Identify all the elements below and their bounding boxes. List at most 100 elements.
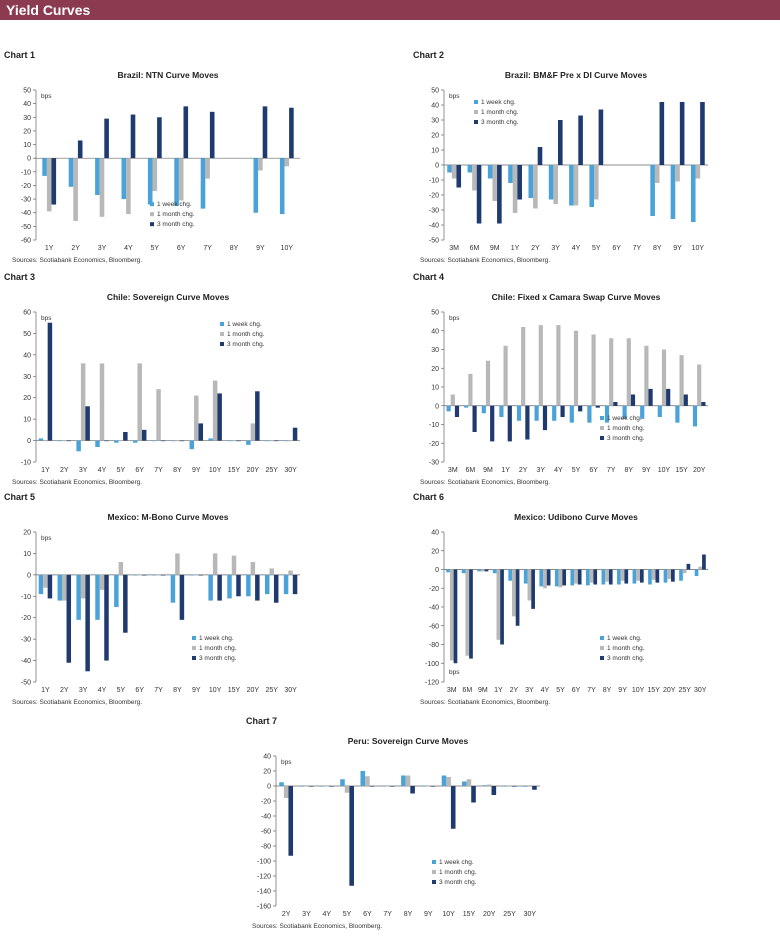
- legend-swatch: [150, 222, 154, 227]
- bar-4-s2-9y: [644, 345, 649, 406]
- bar-5-s3-10y: [217, 574, 222, 601]
- bar-3-s1-9y: [189, 440, 195, 450]
- y-tick-label: -120: [257, 874, 271, 881]
- x-tick-label: 3Y: [98, 245, 107, 252]
- bar-7-s2-4y: [324, 786, 330, 787]
- bar-3-s1-3y: [76, 440, 81, 452]
- bar-2-s3-6m: [476, 165, 482, 224]
- x-tick-label: 4Y: [322, 911, 331, 918]
- bar-5-s3-8y: [179, 574, 185, 620]
- x-tick-label: 5Y: [556, 687, 565, 694]
- legend-label: 1 week chg.: [481, 99, 516, 106]
- x-tick-label: 7Y: [154, 467, 163, 474]
- bar-5-s2-5y: [118, 562, 124, 575]
- bar-7-s1-8y: [401, 775, 406, 786]
- bar-2-s1-6m: [467, 165, 473, 173]
- x-tick-label: 5Y: [592, 245, 601, 252]
- y-tick-label: 10: [431, 385, 439, 392]
- bar-5-s1-4y: [95, 574, 100, 620]
- x-tick-label: 7Y: [203, 245, 212, 252]
- y-tick-label: -30: [21, 197, 31, 204]
- bar-6-s2-20y: [667, 569, 672, 579]
- chart-svg: Chile: Sovereign Curve Moves 60 50 40 30 20 10…: [12, 292, 300, 486]
- y-tick-label: 50: [23, 88, 31, 95]
- y-tick-label: -30: [21, 637, 31, 644]
- legend-swatch: [474, 120, 478, 124]
- y-tick-label: 40: [23, 352, 31, 359]
- chart-3-label: Chart 3: [4, 272, 36, 282]
- x-tick-label: 3Y: [79, 687, 88, 694]
- bar-2-s1-3y: [548, 165, 554, 200]
- bar-4-s1-6m: [464, 405, 469, 408]
- bar-3-s2-9y: [194, 395, 199, 441]
- bar-2-s3-9m: [497, 165, 502, 224]
- bar-6-s2-4y: [543, 569, 547, 589]
- x-tick-label: 4Y: [124, 245, 133, 252]
- bar-5-s1-1y: [38, 574, 44, 595]
- bar-7-s3-8y: [410, 786, 415, 794]
- bar-4-s3-6m: [472, 405, 477, 432]
- bar-2-s1-9m: [487, 165, 493, 179]
- x-tick-label: 4Y: [554, 467, 563, 474]
- bar-2-s1-8y: [650, 165, 655, 216]
- bar-7-s2-9y: [426, 786, 431, 787]
- legend-swatch: [432, 870, 436, 874]
- bar-7-s1-25y: [502, 786, 508, 787]
- bar-2-s1-1y: [508, 165, 513, 183]
- bar-4-s2-15y: [679, 355, 684, 406]
- x-tick-label: 3Y: [537, 467, 546, 474]
- bar-3-s1-20y: [246, 440, 251, 445]
- x-tick-label: 20Y: [483, 911, 496, 918]
- bar-4-s3-3m: [454, 405, 460, 417]
- bar-2-s2-2y: [533, 165, 538, 209]
- bar-5-s3-15y: [236, 574, 241, 597]
- bar-4-s1-8y: [622, 405, 627, 419]
- bar-5-s2-10y: [212, 553, 218, 575]
- x-tick-label: 1Y: [45, 245, 54, 252]
- y-tick-label: -160: [257, 904, 271, 911]
- legend-label: 1 month chg.: [607, 645, 645, 652]
- x-tick-label: 9Y: [192, 687, 201, 694]
- x-tick-label: 6Y: [135, 687, 144, 694]
- x-tick-label: 8Y: [603, 687, 612, 694]
- bar-2-s2-9m: [492, 165, 498, 201]
- chart-svg: Mexico: M-Bono Curve Moves 20 10 0 -10 -20 -30…: [12, 512, 300, 706]
- bar-1-s1-9y: [253, 158, 259, 213]
- bar-3-s3-6y: [141, 429, 147, 441]
- x-tick-label: 6Y: [612, 245, 621, 252]
- bar-3-s2-2y: [62, 440, 67, 442]
- y-tick-label: 20: [431, 366, 439, 373]
- y-tick-label: 30: [431, 347, 439, 354]
- bar-1-s3-4y: [130, 114, 136, 159]
- bar-1-s3-2y: [77, 140, 83, 159]
- x-tick-label: 6Y: [135, 467, 144, 474]
- bar-5-s2-25y: [269, 568, 274, 575]
- bar-3-s2-1y: [43, 440, 48, 442]
- source-note: Sources: Scotiabank Economics, Bloomberg…: [420, 699, 550, 706]
- bar-6-s3-9y: [624, 569, 629, 584]
- y-tick-label: -30: [429, 460, 439, 467]
- x-tick-label: 8Y: [404, 911, 413, 918]
- bar-2-s2-1y: [512, 165, 518, 213]
- unit-label: bps: [41, 93, 52, 100]
- y-tick-label: 40: [431, 103, 439, 110]
- x-tick-label: 6Y: [177, 245, 186, 252]
- bar-6-s1-15y: [648, 569, 652, 585]
- x-tick-label: 9Y: [618, 687, 627, 694]
- bar-3-s3-4y: [104, 440, 109, 442]
- bar-2-s1-4y: [569, 165, 574, 206]
- x-tick-label: 9M: [483, 467, 493, 474]
- x-tick-label: 25Y: [678, 687, 691, 694]
- x-tick-label: 1Y: [494, 687, 503, 694]
- x-tick-label: 30Y: [284, 687, 297, 694]
- chart-chile-swap: Chile: Fixed x Camara Swap Curve Moves 50…: [408, 286, 718, 486]
- bar-7-s2-25y: [507, 786, 512, 787]
- y-tick-label: 40: [431, 530, 439, 537]
- bar-5-s2-6y: [137, 574, 142, 576]
- x-tick-label: 5Y: [343, 911, 352, 918]
- legend-label: 3 month chg.: [439, 879, 477, 886]
- bar-3-s3-8y: [179, 440, 185, 442]
- y-tick-label: 0: [435, 403, 439, 410]
- source-note: Sources: Scotiabank Economics, Bloomberg…: [420, 257, 550, 264]
- chart-brazil-ntn: Brazil: NTN Curve Moves 50 40 30 20 10 0 -10 -20…: [0, 64, 310, 264]
